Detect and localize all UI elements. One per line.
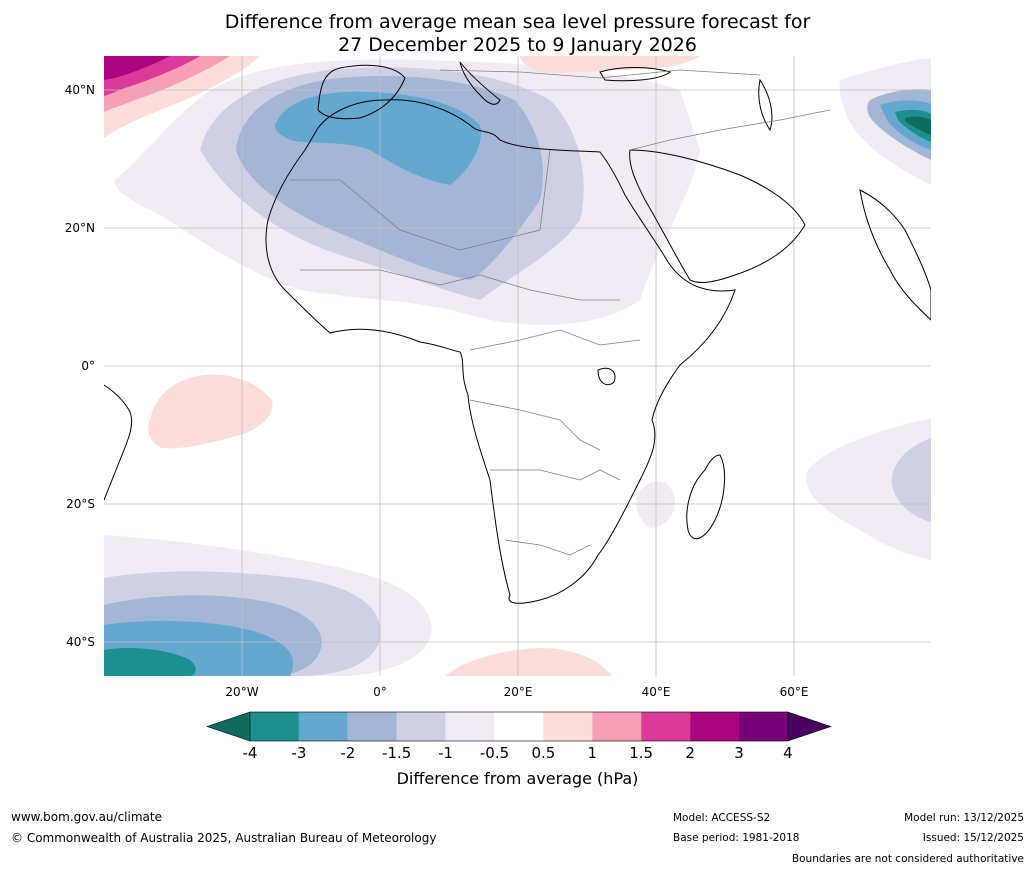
colorbar-tick-label: -1: [438, 744, 454, 762]
footer-copyright: © Commonwealth of Australia 2025, Austra…: [11, 831, 437, 845]
lat-label-20s: 20°S: [66, 497, 95, 511]
coastline-caspian: [758, 78, 773, 132]
colorbar-cell: [543, 712, 593, 741]
colorbar-cell: [347, 712, 397, 741]
lat-label-20n: 20°N: [64, 221, 95, 235]
anomaly-contour-neg-1-indian-ocean: [891, 438, 931, 522]
border-europe: [439, 69, 761, 79]
colorbar-cell: [592, 712, 642, 741]
colorbar-cell: [739, 712, 788, 741]
colorbar-extend-high: [787, 711, 832, 742]
footer-model-run: Model run: 13/12/2025: [904, 812, 1024, 824]
border-sahel: [300, 269, 620, 301]
anomaly-contour-pos-0-5-europe: [520, 56, 700, 73]
border-central-africa: [469, 329, 641, 351]
colorbar-tick-label: -4: [242, 744, 258, 762]
border-congo: [469, 399, 601, 451]
colorbar-tick-label: 2: [685, 744, 695, 762]
colorbar-tick-label: -3: [291, 744, 307, 762]
lon-label-20e: 20°E: [503, 685, 533, 699]
lon-label-40e: 40°E: [641, 685, 671, 699]
coastline-madagascar: [686, 454, 725, 540]
colorbar-tick-label: 0.5: [531, 744, 556, 762]
anomaly-contour-pos-0-5-equatorial-atlantic: [148, 374, 273, 449]
lon-label-20w: 20°W: [225, 685, 259, 699]
coastline-iberia: [317, 64, 406, 120]
anomaly-contour-neg-4-asia: [905, 116, 931, 135]
colorbar-cell: [494, 712, 544, 741]
coastlines: [104, 61, 931, 604]
coastline-italy: [459, 61, 501, 105]
footer-base-period: Base period: 1981-2018: [673, 832, 800, 844]
colorbar-extend-low: [206, 711, 251, 742]
colorbar-cells: [206, 711, 832, 742]
anomaly-contour-neg-0-5-indian-ocean: [806, 418, 931, 560]
coastline-lake-victoria: [597, 367, 616, 386]
colorbar-cell: [445, 712, 495, 741]
map-field: [104, 56, 931, 676]
lon-label-0: 0°: [373, 685, 387, 699]
lat-label-40s: 40°S: [66, 635, 95, 649]
colorbar-tick-label: -0.5: [479, 744, 510, 762]
border-south: [504, 539, 591, 556]
footer-issued: Issued: 15/12/2025: [922, 832, 1024, 844]
footer-url: www.bom.gov.au/climate: [11, 810, 162, 824]
anomaly-contour-pos-0-5-southern-ocean: [445, 648, 612, 676]
colorbar-tick-label: -1.5: [382, 744, 412, 762]
border-middle-east: [629, 109, 831, 151]
colorbar-cell: [298, 712, 348, 741]
footer-model: Model: ACCESS-S2: [673, 812, 771, 824]
anomaly-contour-pos-2-north-atlantic: [104, 56, 170, 80]
colorbar-tick-label: -2: [340, 744, 356, 762]
coastline-brazil: [104, 384, 133, 501]
coastline-africa: [265, 99, 736, 604]
anomaly-contour-neg-2-north-africa: [274, 91, 481, 185]
border-sahara-north: [290, 149, 551, 251]
colorbar-tick-label: 4: [783, 744, 793, 762]
lat-label-equator: 0°: [81, 359, 95, 373]
colorbar-cell: [641, 712, 691, 741]
coastline-arabia: [629, 149, 806, 283]
colorbar-cell: [690, 712, 739, 741]
coastline-black-sea: [599, 67, 672, 82]
colorbar-tick-label: 1.5: [629, 744, 654, 762]
chart-title-line-1: Difference from average mean sea level p…: [224, 11, 811, 33]
graticule: [104, 56, 931, 676]
country-borders: [290, 69, 831, 556]
footer-boundaries-note: Boundaries are not considered authoritat…: [791, 853, 1024, 865]
colorbar-tick-label: 3: [734, 744, 744, 762]
colorbar-label: Difference from average (hPa): [396, 769, 639, 788]
colorbar-cell: [396, 712, 446, 741]
chart-title-line-2: 27 December 2025 to 9 January 2026: [338, 34, 697, 56]
colorbar-cell: [250, 712, 299, 741]
colorbar-frame: [249, 711, 789, 742]
coastline-india: [859, 189, 931, 321]
lon-label-60e: 60°E: [779, 685, 809, 699]
anomaly-contour-neg-3-south-atlantic: [104, 648, 196, 676]
lat-label-40n: 40°N: [64, 83, 95, 97]
colorbar-tick-label: 1: [587, 744, 598, 762]
border-southern-africa: [490, 469, 621, 481]
